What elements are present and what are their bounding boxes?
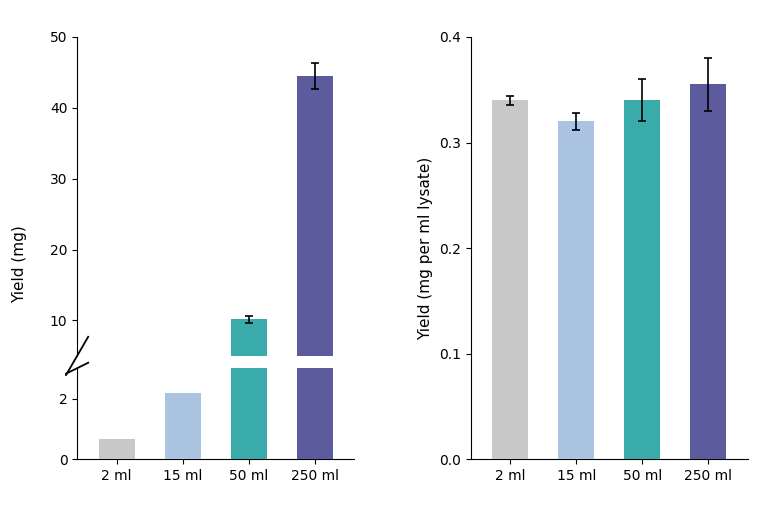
Bar xyxy=(99,439,135,459)
Y-axis label: Yield (mg per ml lysate): Yield (mg per ml lysate) xyxy=(419,156,433,340)
Bar xyxy=(99,386,135,391)
Bar xyxy=(690,84,726,459)
Text: Yield (mg): Yield (mg) xyxy=(12,225,27,303)
Bar xyxy=(558,121,594,459)
Bar xyxy=(231,149,267,459)
Bar xyxy=(297,0,333,459)
Bar xyxy=(164,392,200,459)
Bar xyxy=(231,319,267,391)
Bar xyxy=(492,100,528,459)
Bar xyxy=(297,76,333,391)
Bar xyxy=(625,100,661,459)
Bar xyxy=(164,376,200,391)
